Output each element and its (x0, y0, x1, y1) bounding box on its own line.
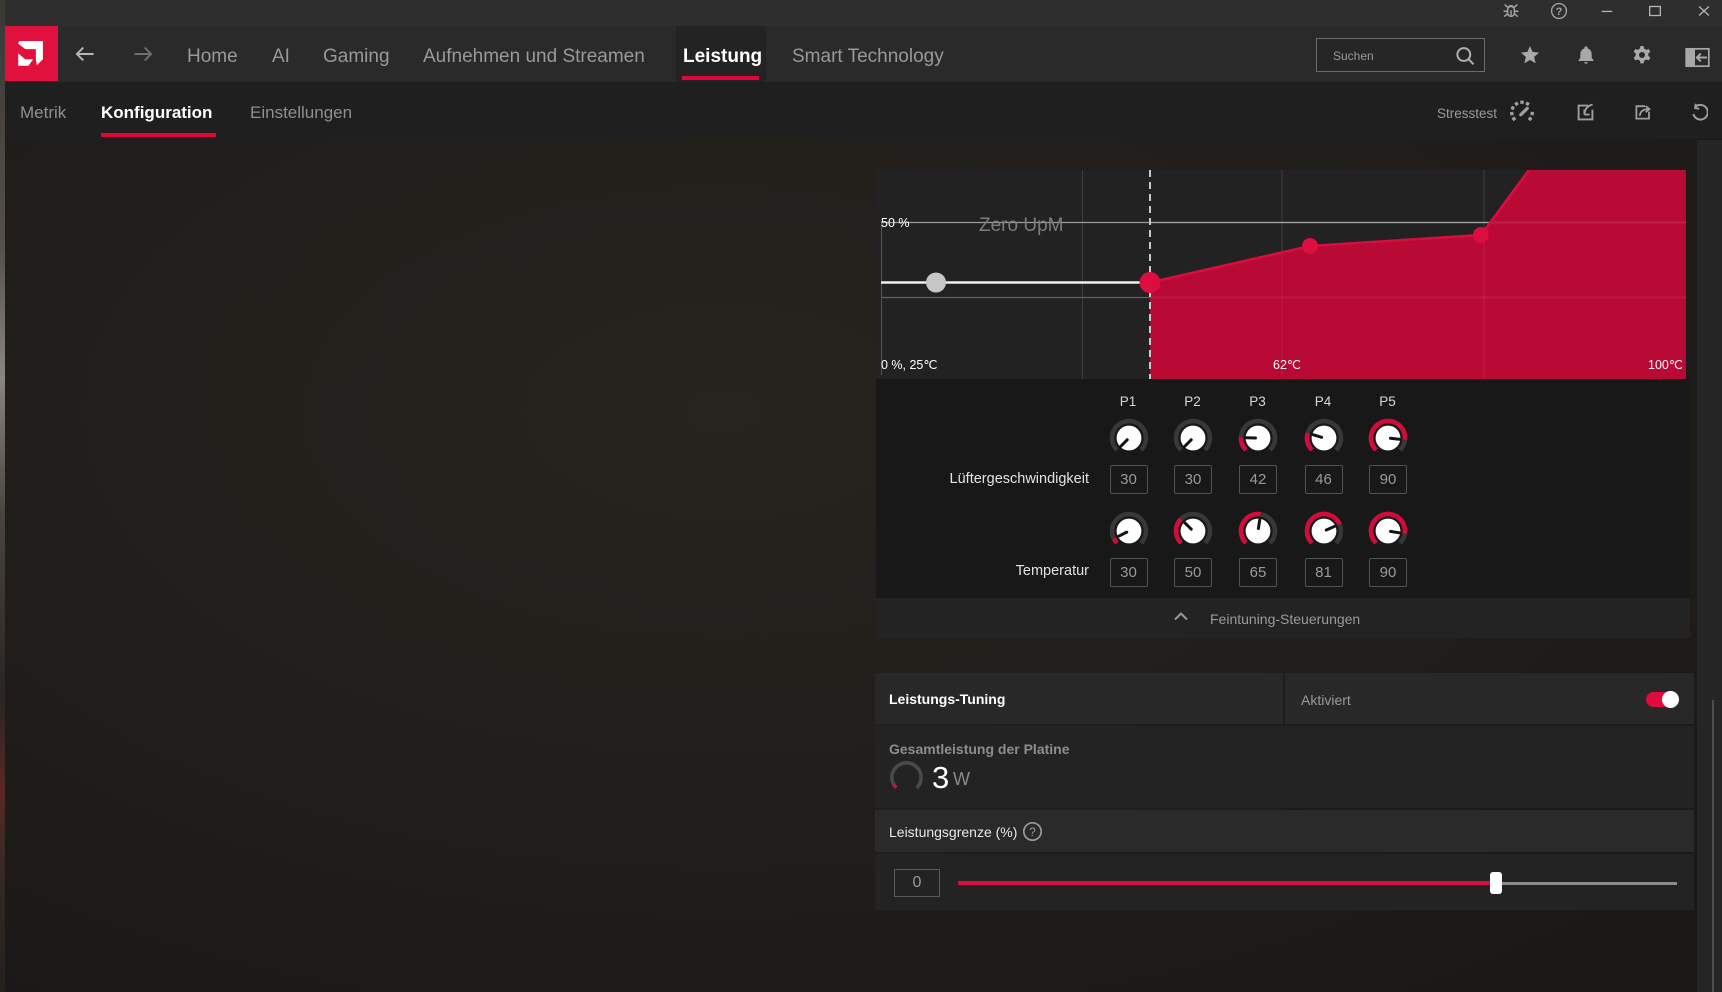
svg-text:50 %: 50 % (881, 216, 910, 230)
svg-text:?: ? (1556, 6, 1563, 18)
svg-text:62℃: 62℃ (1273, 358, 1301, 372)
svg-text:Zero UpM: Zero UpM (979, 215, 1063, 236)
svg-text:100℃: 100℃ (1648, 358, 1683, 372)
svg-text:?: ? (1029, 825, 1036, 839)
svg-text:0 %, 25℃: 0 %, 25℃ (881, 358, 937, 372)
